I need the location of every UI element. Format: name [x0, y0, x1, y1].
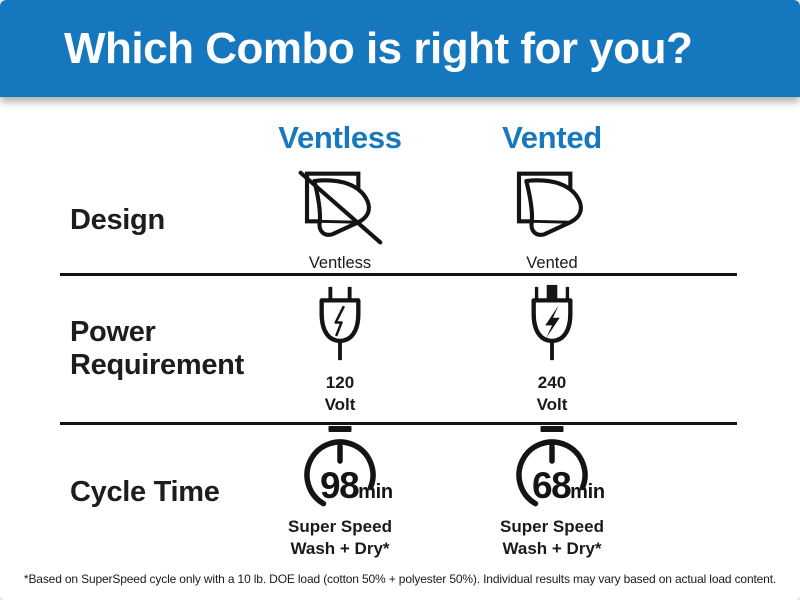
cycle-ventless-time: 98min: [320, 465, 393, 507]
design-ventless-cell: Ventless: [260, 170, 420, 273]
design-row: Design Ventless Vented: [0, 169, 800, 273]
design-vented-caption: Vented: [526, 253, 578, 272]
design-ventless-caption: Ventless: [308, 253, 372, 272]
divider: [60, 273, 737, 276]
header-banner: Which Combo is right for you?: [0, 0, 800, 97]
power-plug-240v-icon: [521, 283, 583, 364]
power-ventless-caption: 120 Volt: [324, 372, 356, 414]
stopwatch-icon: 68min: [502, 426, 605, 514]
stopwatch-icon: 98min: [290, 426, 393, 514]
column-header-ventless: Ventless: [278, 120, 402, 155]
power-ventless-cell: 120 Volt: [260, 283, 420, 416]
cycle-time-row: Cycle Time 98min Super Speed Wash + Dry*: [0, 425, 800, 561]
row-label-design: Design: [70, 204, 165, 237]
power-plug-120v-icon: [309, 283, 371, 364]
power-vented-caption: 240 Volt: [536, 372, 568, 414]
row-label-power-requirement: Power Requirement: [70, 315, 244, 381]
power-vented-cell: 240 Volt: [472, 283, 632, 416]
vent-hood-icon: [508, 170, 596, 247]
cycle-ventless-cell: 98min Super Speed Wash + Dry*: [260, 426, 420, 560]
column-header-row: Ventless Vented: [0, 97, 800, 169]
cycle-ventless-caption: Super Speed Wash + Dry*: [288, 517, 392, 558]
cycle-vented-caption: Super Speed Wash + Dry*: [500, 517, 604, 558]
page-title: Which Combo is right for you?: [64, 23, 693, 73]
row-label-cycle-time: Cycle Time: [70, 476, 220, 509]
cycle-vented-cell: 68min Super Speed Wash + Dry*: [472, 426, 632, 560]
divider: [60, 422, 737, 425]
footnote: *Based on SuperSpeed cycle only with a 1…: [23, 572, 777, 586]
vent-hood-crossed-icon: [296, 170, 384, 247]
design-vented-cell: Vented: [472, 170, 632, 273]
power-requirement-row: Power Requirement 120 Volt: [0, 276, 800, 422]
column-header-vented: Vented: [502, 120, 602, 155]
cycle-vented-time: 68min: [532, 465, 605, 507]
